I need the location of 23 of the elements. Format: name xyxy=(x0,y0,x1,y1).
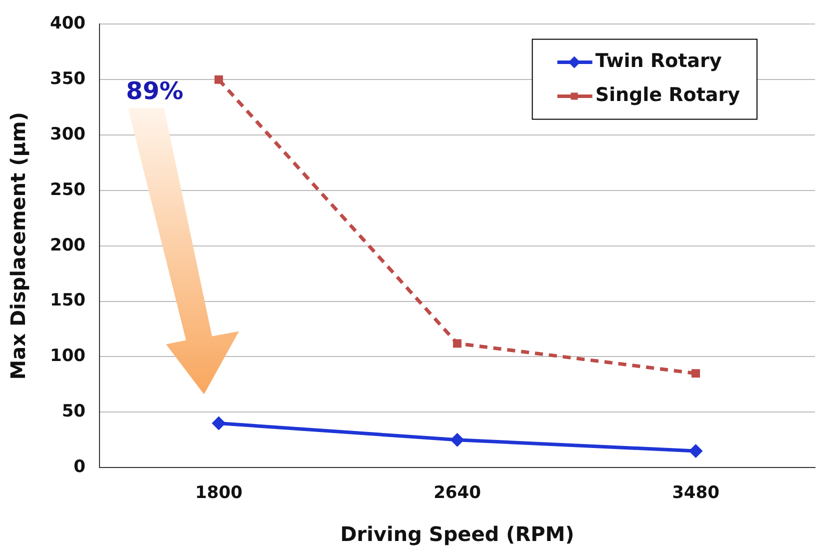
point xyxy=(453,339,462,348)
point xyxy=(692,369,700,378)
legend-label: Twin Rotary xyxy=(595,50,722,72)
point xyxy=(212,416,226,430)
y-tick-label: 100 xyxy=(50,346,86,366)
annotation: 89% xyxy=(126,77,184,106)
y-tick-label: 400 xyxy=(50,14,86,34)
y-tick-label: 250 xyxy=(50,180,86,200)
y-tick-label: 50 xyxy=(62,402,86,422)
y-tick-label: 200 xyxy=(50,235,86,256)
x-tick-label: 2640 xyxy=(434,483,482,504)
x-axis-title: Driving Speed (RPM) xyxy=(340,522,574,546)
point xyxy=(688,444,703,458)
x-tick-label: 1800 xyxy=(195,483,243,504)
y-tick-label: 350 xyxy=(50,69,86,90)
y-tick-label: 0 xyxy=(74,457,86,478)
y-tick-label: 300 xyxy=(50,124,86,144)
point xyxy=(214,75,223,84)
y-tick-label: 150 xyxy=(50,290,86,311)
x-tick-label: 3480 xyxy=(672,483,720,504)
y-axis-title: Max Displacement (μm) xyxy=(6,112,30,380)
legend-label: Single Rotary xyxy=(595,84,741,106)
point xyxy=(450,432,464,447)
